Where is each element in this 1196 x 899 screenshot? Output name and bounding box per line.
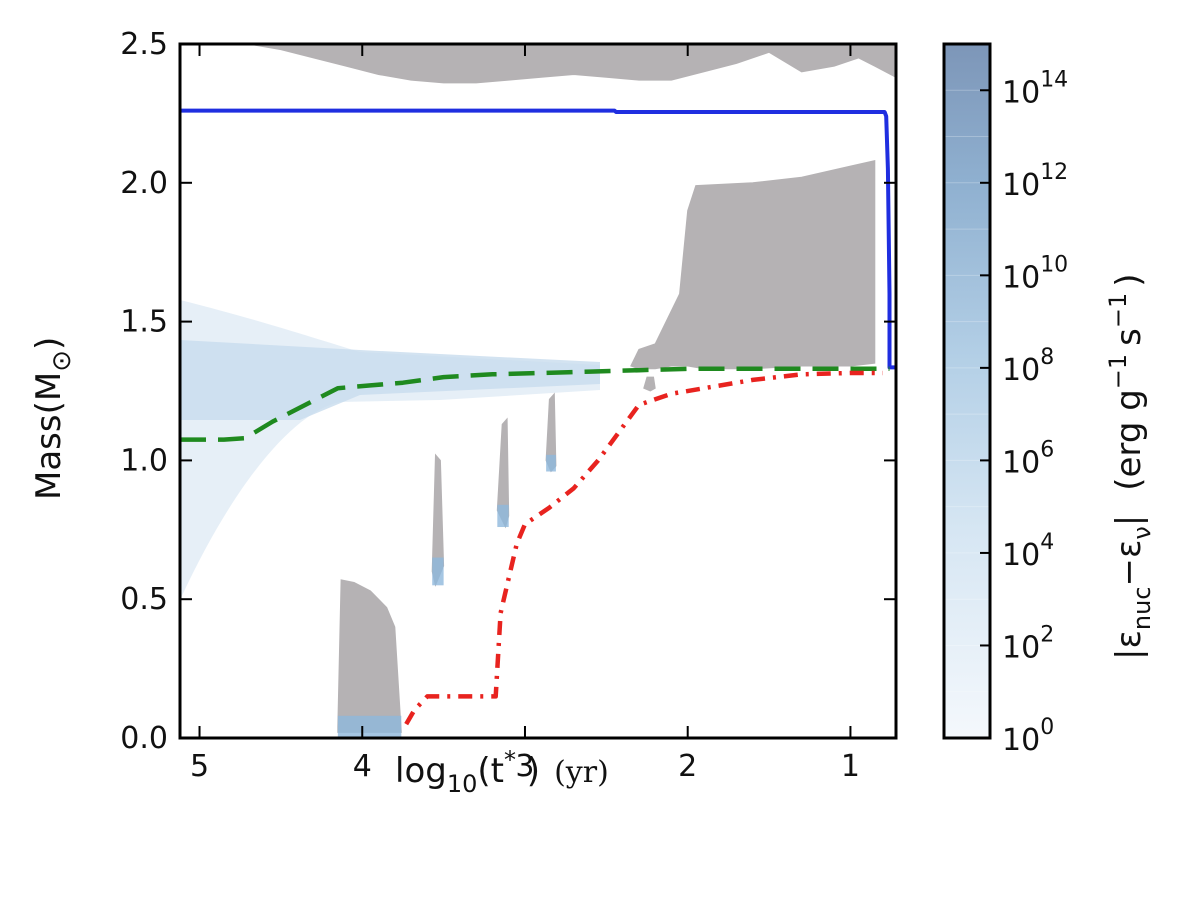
x-tick-label: 1	[841, 749, 860, 784]
colorbar-gradient	[944, 44, 990, 738]
x-tick-label: 3	[515, 749, 534, 784]
y-axis: 0.0 0.5 1.0 1.5 2.0 2.5	[120, 27, 896, 756]
plot-frame	[178, 42, 898, 740]
x-tick-label: 5	[190, 749, 209, 784]
y-tick-label: 1.0	[120, 443, 168, 478]
x-axis: 5 4 3 2 1	[190, 44, 860, 784]
burning-fringe-1	[432, 557, 444, 586]
colorbar-tick-label: 106	[1002, 437, 1054, 480]
colorbar-tick-label: 104	[1002, 530, 1054, 573]
energy-shading-core	[180, 340, 600, 420]
convective-region-core-convection-5	[643, 376, 656, 392]
colorbar-tick-label: 1010	[1002, 252, 1068, 295]
convective-region-shell-burning	[630, 159, 876, 370]
convective-region-envelope-top	[180, 44, 896, 84]
burning-fringe-0	[337, 715, 402, 738]
x-tick-label: 2	[678, 749, 697, 784]
colorbar-tick-label: 102	[1002, 622, 1054, 665]
colorbar-tick-label: 1014	[1002, 67, 1068, 110]
y-axis-label: Mass(M⊙)	[29, 337, 77, 500]
convective-region-core-convection-1	[337, 579, 402, 733]
colorbar-tick-label: 100	[1002, 715, 1054, 758]
burning-fringe-3	[546, 454, 556, 472]
x-axis-label: log10(t* ) (yr)	[395, 746, 609, 798]
colorbar-tick-label: 108	[1002, 345, 1054, 388]
series-line-o-free-core-mass	[404, 370, 883, 726]
colorbar-tick-label: 1012	[1002, 160, 1068, 203]
series-line-he-free-core-mass	[180, 366, 890, 442]
series-line-total-mass	[180, 108, 896, 370]
y-tick-label: 2.5	[120, 27, 168, 62]
burning-fringe-2	[497, 504, 509, 528]
plot-area	[180, 44, 896, 738]
y-tick-label: 1.5	[120, 305, 168, 340]
x-tick-label: 4	[353, 749, 372, 784]
y-tick-label: 2.0	[120, 166, 168, 201]
colorbar: 100 102 104 106 108 1010 1012 1014 |εnuc−εν|(er…	[942, 42, 1156, 758]
y-tick-label: 0.0	[120, 721, 168, 756]
y-tick-label: 0.5	[120, 582, 168, 617]
colorbar-label: |εnuc−εν|(erg g−1s−1)	[1104, 273, 1156, 660]
colorbar-frame	[942, 42, 992, 740]
